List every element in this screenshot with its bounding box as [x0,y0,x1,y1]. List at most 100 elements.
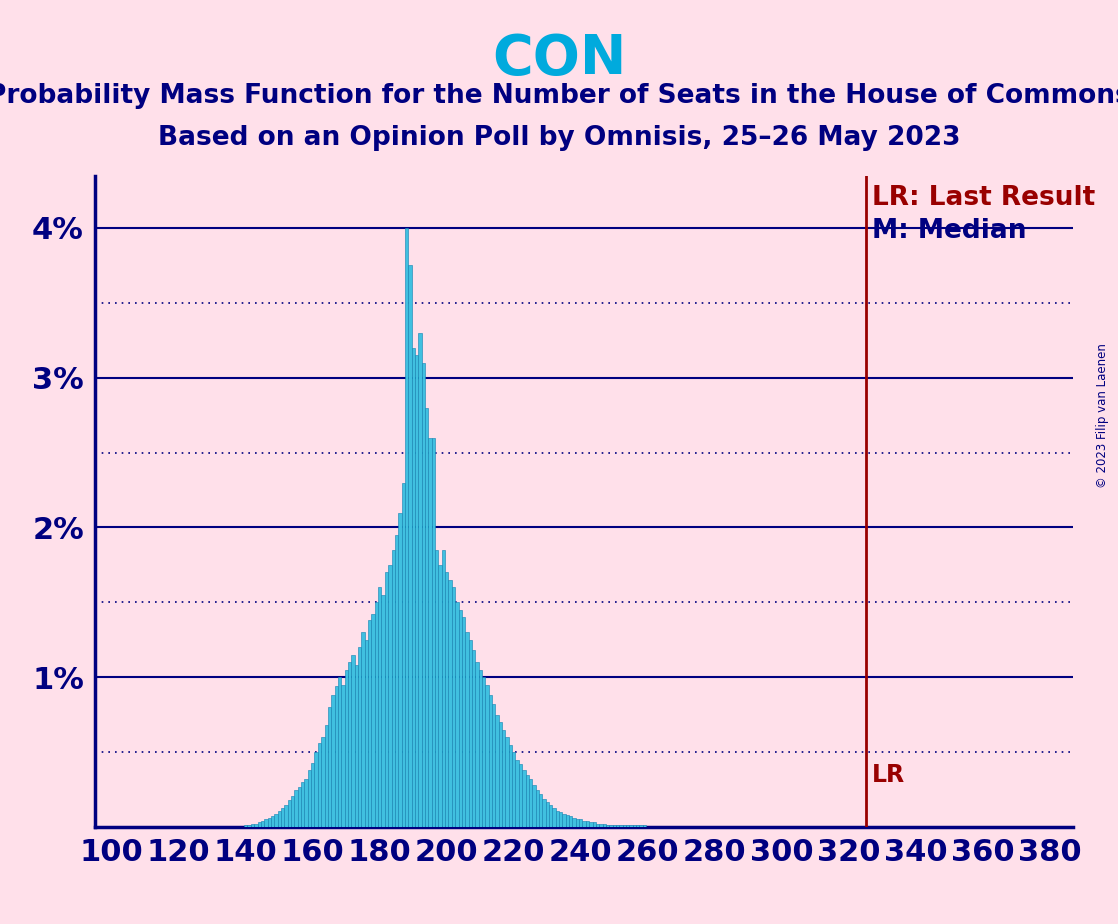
Bar [552,808,556,827]
Bar [281,808,284,827]
Bar [435,550,438,827]
Bar [609,825,613,827]
Bar [629,825,633,827]
Bar [576,820,579,827]
Bar [566,815,569,827]
Bar [257,822,260,827]
Text: © 2023 Filip van Laenen: © 2023 Filip van Laenen [1096,344,1109,488]
Bar [271,817,274,827]
Bar [623,825,626,827]
Bar [324,725,328,827]
Bar [274,813,277,827]
Text: CON: CON [492,32,626,86]
Bar [321,737,324,827]
Bar [479,670,482,827]
Bar [539,794,542,827]
Bar [499,723,502,827]
Bar [572,818,576,827]
Bar [502,730,505,827]
Bar [512,752,515,827]
Bar [633,825,636,827]
Bar [455,602,458,827]
Bar [341,685,344,827]
Bar [616,825,619,827]
Bar [391,550,395,827]
Bar [244,825,247,827]
Bar [549,805,552,827]
Bar [509,745,512,827]
Bar [364,639,368,827]
Bar [398,513,401,827]
Bar [291,796,294,827]
Bar [348,663,351,827]
Bar [519,764,522,827]
Bar [395,535,398,827]
Text: Probability Mass Function for the Number of Seats in the House of Commons: Probability Mass Function for the Number… [0,83,1118,109]
Bar [254,824,257,827]
Bar [505,737,509,827]
Bar [381,595,385,827]
Bar [334,687,338,827]
Bar [354,665,358,827]
Bar [318,743,321,827]
Bar [371,614,375,827]
Bar [264,820,267,827]
Text: LR: Last Result: LR: Last Result [872,186,1096,212]
Bar [599,824,603,827]
Bar [529,779,532,827]
Bar [582,821,586,827]
Bar [408,265,411,827]
Bar [388,565,391,827]
Bar [297,786,301,827]
Bar [307,770,311,827]
Bar [260,821,264,827]
Bar [452,588,455,827]
Bar [344,670,348,827]
Bar [378,588,381,827]
Bar [314,752,318,827]
Bar [458,610,462,827]
Bar [428,438,432,827]
Bar [619,825,623,827]
Bar [579,820,582,827]
Bar [368,620,371,827]
Bar [559,812,562,827]
Bar [475,663,479,827]
Bar [432,438,435,827]
Bar [468,639,472,827]
Bar [525,774,529,827]
Bar [465,632,468,827]
Text: LR: LR [872,763,906,787]
Bar [596,824,599,827]
Text: Based on an Opinion Poll by Omnisis, 25–26 May 2023: Based on an Opinion Poll by Omnisis, 25–… [158,125,960,151]
Bar [613,825,616,827]
Bar [415,355,418,827]
Bar [250,824,254,827]
Bar [626,825,629,827]
Bar [287,800,291,827]
Bar [267,818,271,827]
Bar [636,825,639,827]
Bar [472,650,475,827]
Bar [603,824,606,827]
Bar [569,817,572,827]
Bar [586,821,589,827]
Bar [277,810,281,827]
Bar [401,482,405,827]
Bar [304,779,307,827]
Bar [536,789,539,827]
Bar [425,407,428,827]
Bar [562,813,566,827]
Bar [338,677,341,827]
Bar [328,707,331,827]
Bar [421,363,425,827]
Bar [361,632,364,827]
Bar [351,655,354,827]
Bar [405,228,408,827]
Bar [492,704,495,827]
Bar [532,785,536,827]
Bar [556,810,559,827]
Bar [445,572,448,827]
Bar [643,825,646,827]
Bar [418,333,421,827]
